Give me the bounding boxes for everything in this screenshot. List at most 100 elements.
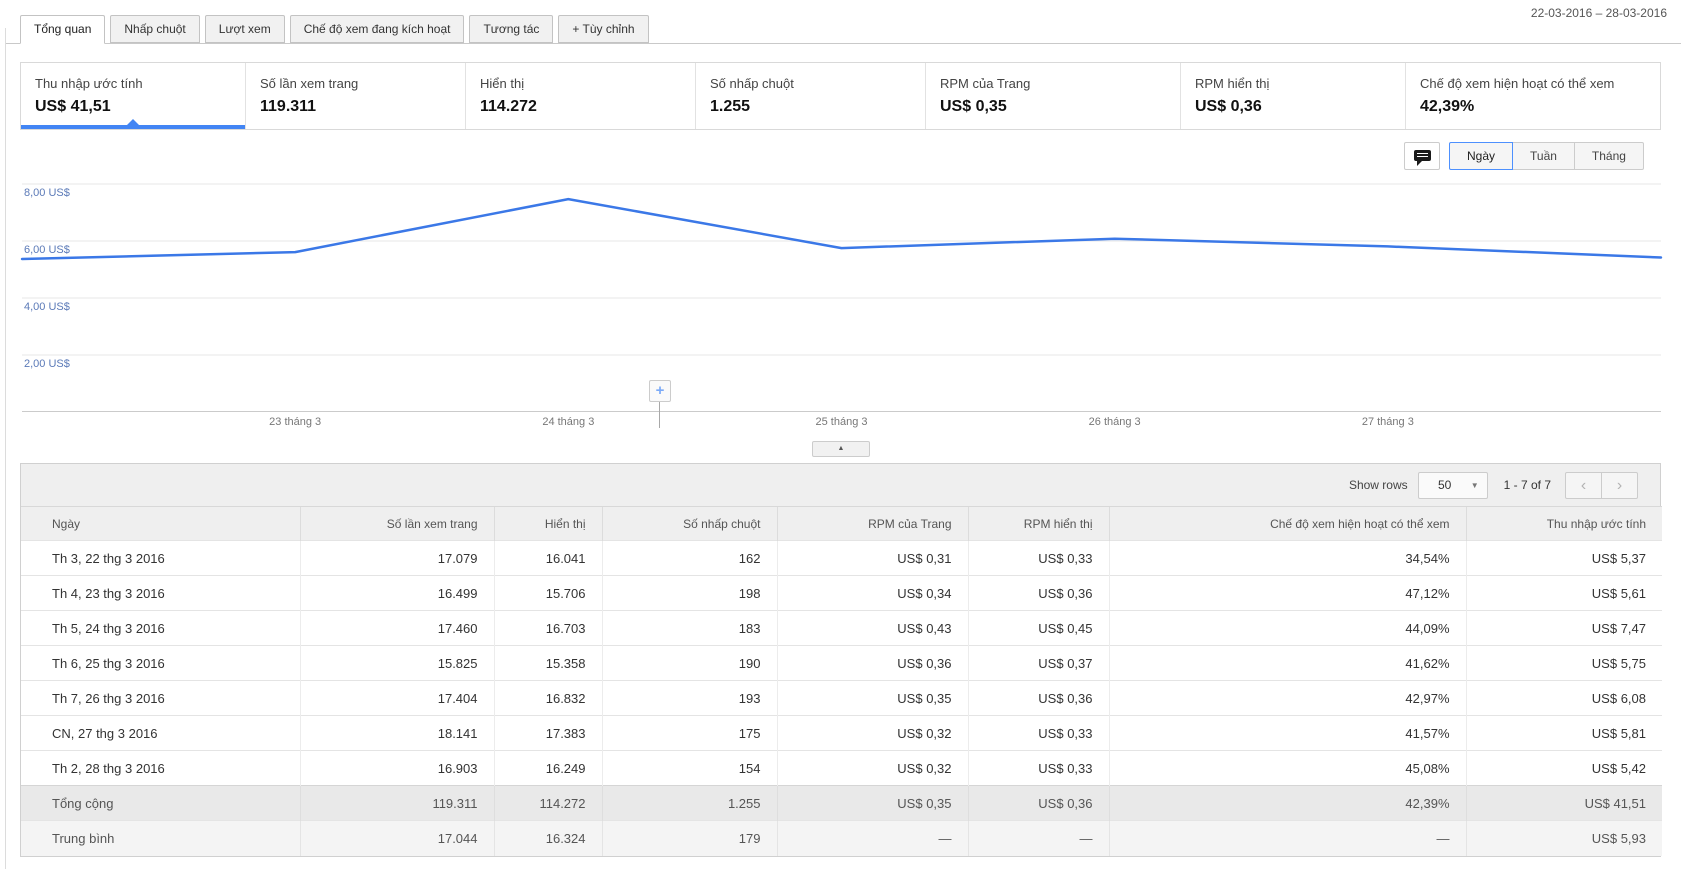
date-range[interactable]: 22-03-2016 – 28-03-2016: [1530, 6, 1667, 20]
value-cell: 183: [601, 610, 777, 646]
tab-4[interactable]: Chế độ xem đang kích hoạt: [289, 15, 465, 43]
table-row-3: Th 5, 24 thg 3 2016 17.460 16.703 183 US$ 0,…: [21, 610, 1662, 646]
tab-5[interactable]: Tương tác: [469, 15, 554, 43]
value-cell: US$ 0,37: [967, 645, 1109, 681]
value-cell: 119.311: [299, 785, 494, 821]
value-cell: 17.383: [493, 715, 602, 751]
annotations-button[interactable]: [1404, 142, 1440, 170]
card-title: Chế độ xem hiện hoạt có thể xem: [1420, 76, 1615, 91]
summary-card-5[interactable]: RPM của Trang US$ 0,35: [926, 63, 1181, 129]
rows-per-page-value: 50: [1437, 478, 1452, 492]
column-header-3[interactable]: Hiển thị: [493, 506, 602, 541]
summary-card-4[interactable]: Số nhấp chuột 1.255: [696, 63, 926, 129]
report-table: Ngày Số lần xem trang Hiển thị Số nhấp chuộ…: [21, 506, 1662, 856]
tab-3[interactable]: Lượt xem: [204, 15, 285, 43]
value-cell: 45,08%: [1108, 750, 1466, 786]
totals-row: Tổng cộng 119.311 114.272 1.255 US$ 0,35 US$ …: [21, 785, 1662, 821]
report-table-section: Show rows 50 ▼ 1 - 7 of 7 ‹ › Ngày Số lần…: [20, 463, 1662, 857]
value-cell: US$ 5,93: [1465, 820, 1662, 856]
table-controls: Show rows 50 ▼ 1 - 7 of 7 ‹ ›: [21, 464, 1660, 506]
table-row-6: CN, 27 thg 3 2016 18.141 17.383 175 US$ 0,32…: [21, 715, 1662, 751]
value-cell: US$ 0,36: [967, 785, 1109, 821]
x-axis-label-3: 25 tháng 3: [815, 416, 868, 428]
value-cell: US$ 0,32: [776, 715, 968, 751]
value-cell: US$ 0,36: [967, 575, 1109, 611]
active-card-underline: [21, 125, 245, 129]
card-value: 42,39%: [1420, 98, 1475, 115]
show-rows-label: Show rows: [1348, 478, 1408, 492]
y-axis-label-3: 6,00 US$: [24, 244, 70, 256]
column-header-7[interactable]: Chế độ xem hiện hoạt có thể xem: [1108, 506, 1466, 541]
average-row: Trung bình 17.044 16.324 179— — — US$ 5,93: [21, 820, 1662, 856]
card-title: RPM của Trang: [940, 76, 1031, 91]
tab-2[interactable]: Nhấp chuột: [110, 15, 200, 43]
table-row-2: Th 4, 23 thg 3 2016 16.499 15.706 198 US$ 0,…: [21, 575, 1662, 611]
value-cell: 190: [601, 645, 777, 681]
summary-card-1[interactable]: Thu nhập ước tính US$ 41,51: [21, 63, 246, 129]
granularity-week-button[interactable]: Tuần: [1512, 142, 1575, 170]
value-cell: US$ 0,36: [967, 680, 1109, 716]
value-cell: 15.706: [493, 575, 602, 611]
y-axis-label-2: 4,00 US$: [24, 301, 70, 313]
card-value: US$ 0,36: [1195, 98, 1262, 115]
tab-1[interactable]: Tổng quan: [20, 15, 106, 44]
value-cell: 42,39%: [1108, 785, 1466, 821]
row-label-cell: Th 6, 25 thg 3 2016: [21, 645, 300, 681]
value-cell: 42,97%: [1108, 680, 1466, 716]
granularity-month-button[interactable]: Tháng: [1573, 142, 1644, 170]
value-cell: US$ 0,33: [967, 540, 1109, 576]
value-cell: 15.358: [493, 645, 602, 681]
value-cell: US$ 5,61: [1465, 575, 1662, 611]
card-title: Hiển thị: [480, 76, 525, 91]
row-label-cell: Th 2, 28 thg 3 2016: [21, 750, 300, 786]
card-title: Số lần xem trang: [260, 76, 359, 91]
value-cell: 162: [601, 540, 777, 576]
column-header-6[interactable]: RPM hiển thị: [967, 506, 1109, 541]
value-cell: US$ 0,32: [776, 750, 968, 786]
value-cell: US$ 0,36: [776, 645, 968, 681]
tab-6[interactable]: + Tùy chỉnh: [558, 15, 649, 43]
value-cell: 15.825: [299, 645, 494, 681]
summary-card-7[interactable]: Chế độ xem hiện hoạt có thể xem 42,39%: [1406, 63, 1662, 129]
granularity-day-button[interactable]: Ngày: [1449, 142, 1514, 170]
value-cell: 16.903: [299, 750, 494, 786]
value-cell: US$ 7,47: [1465, 610, 1662, 646]
comment-bubble-icon: [1414, 150, 1431, 161]
value-cell: 17.404: [299, 680, 494, 716]
x-axis-label-4: 26 tháng 3: [1088, 416, 1141, 428]
chart-add-marker-button[interactable]: +: [649, 380, 671, 402]
value-cell: US$ 5,81: [1465, 715, 1662, 751]
column-header-5[interactable]: RPM của Trang: [776, 506, 968, 541]
x-axis-label-2: 24 tháng 3: [542, 416, 595, 428]
value-cell: US$ 5,75: [1465, 645, 1662, 681]
summary-card-strip: Thu nhập ước tính US$ 41,51 Số lần xem tra…: [20, 62, 1661, 130]
value-cell: 17.044: [299, 820, 494, 856]
rows-per-page-dropdown[interactable]: 50 ▼: [1417, 471, 1488, 499]
card-value: 119.311: [260, 98, 317, 115]
row-label-cell: Trung bình: [21, 820, 300, 856]
column-header-1[interactable]: Ngày: [21, 506, 300, 541]
prev-page-button[interactable]: ‹: [1565, 471, 1602, 499]
row-label-cell: CN, 27 thg 3 2016: [21, 715, 300, 751]
column-header-8[interactable]: Thu nhập ước tính: [1465, 506, 1662, 541]
row-label-cell: Th 4, 23 thg 3 2016: [21, 575, 300, 611]
card-title: RPM hiển thị: [1195, 76, 1270, 91]
column-header-4[interactable]: Số nhấp chuột: [601, 506, 777, 541]
x-axis-label-1: 23 tháng 3: [269, 416, 322, 428]
row-label-cell: Th 3, 22 thg 3 2016: [21, 540, 300, 576]
card-title: Số nhấp chuột: [710, 76, 794, 91]
value-cell: 47,12%: [1108, 575, 1466, 611]
column-header-2[interactable]: Số lần xem trang: [299, 506, 494, 541]
value-cell: US$ 0,31: [776, 540, 968, 576]
summary-card-6[interactable]: RPM hiển thị US$ 0,36: [1181, 63, 1406, 129]
summary-card-2[interactable]: Số lần xem trang 119.311: [246, 63, 466, 129]
value-cell: 154: [601, 750, 777, 786]
next-page-button[interactable]: ›: [1601, 471, 1638, 499]
value-cell: US$ 0,34: [776, 575, 968, 611]
collapse-chart-button[interactable]: ▲: [812, 441, 870, 457]
summary-card-3[interactable]: Hiển thị 114.272: [466, 63, 696, 129]
value-cell: 34,54%: [1108, 540, 1466, 576]
value-cell: 17.079: [299, 540, 494, 576]
value-cell: 17.460: [299, 610, 494, 646]
card-value: US$ 0,35: [940, 98, 1007, 115]
